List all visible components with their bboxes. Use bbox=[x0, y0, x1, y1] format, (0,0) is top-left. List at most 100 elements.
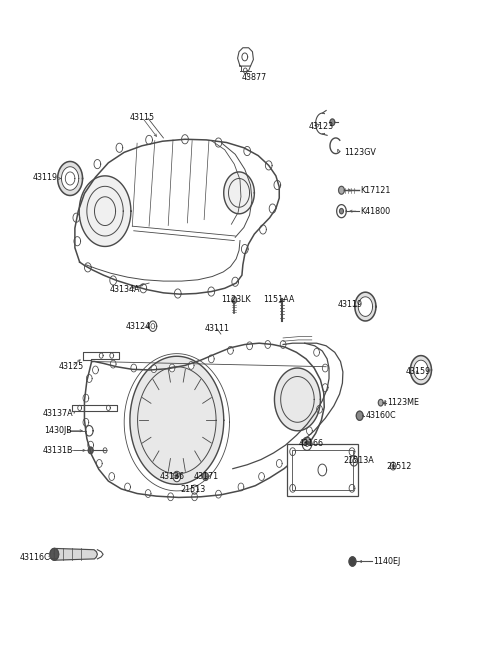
Polygon shape bbox=[125, 483, 131, 491]
Polygon shape bbox=[307, 427, 312, 435]
Text: 1123ME: 1123ME bbox=[387, 398, 420, 407]
Polygon shape bbox=[88, 441, 94, 449]
Polygon shape bbox=[188, 362, 194, 369]
Polygon shape bbox=[109, 473, 115, 481]
Text: 1123LK: 1123LK bbox=[221, 295, 251, 304]
Text: 43136: 43136 bbox=[159, 472, 184, 481]
Polygon shape bbox=[410, 356, 432, 384]
Polygon shape bbox=[305, 441, 309, 447]
Polygon shape bbox=[349, 557, 356, 566]
Polygon shape bbox=[275, 368, 321, 431]
Text: 43159: 43159 bbox=[406, 367, 431, 377]
Polygon shape bbox=[208, 355, 214, 363]
Polygon shape bbox=[314, 348, 320, 356]
Polygon shape bbox=[358, 297, 372, 316]
Text: 21513A: 21513A bbox=[343, 457, 374, 465]
Polygon shape bbox=[241, 244, 248, 253]
Text: 1140EJ: 1140EJ bbox=[373, 557, 400, 566]
Polygon shape bbox=[110, 353, 114, 358]
Text: 43131B: 43131B bbox=[43, 446, 73, 455]
Text: 43134A: 43134A bbox=[110, 285, 140, 294]
Polygon shape bbox=[290, 448, 296, 456]
Polygon shape bbox=[130, 356, 224, 484]
Text: 43166: 43166 bbox=[299, 440, 324, 448]
Polygon shape bbox=[181, 135, 188, 144]
Polygon shape bbox=[339, 208, 343, 214]
Polygon shape bbox=[83, 394, 89, 402]
Text: 1123GV: 1123GV bbox=[344, 148, 376, 157]
Polygon shape bbox=[390, 462, 396, 470]
Polygon shape bbox=[238, 483, 244, 491]
Polygon shape bbox=[86, 375, 92, 383]
Polygon shape bbox=[58, 162, 83, 195]
Polygon shape bbox=[224, 172, 254, 214]
Polygon shape bbox=[302, 438, 312, 451]
Polygon shape bbox=[232, 277, 239, 286]
Polygon shape bbox=[169, 364, 175, 372]
Polygon shape bbox=[330, 119, 335, 126]
Polygon shape bbox=[317, 405, 323, 413]
Text: 1430JB: 1430JB bbox=[44, 426, 72, 436]
Polygon shape bbox=[215, 138, 222, 147]
Polygon shape bbox=[349, 484, 355, 492]
Text: 43119: 43119 bbox=[32, 173, 57, 181]
Polygon shape bbox=[110, 360, 116, 368]
Polygon shape bbox=[50, 548, 59, 560]
Polygon shape bbox=[78, 405, 82, 411]
Bar bbox=[292, 451, 353, 489]
Polygon shape bbox=[350, 456, 358, 466]
Text: K17121: K17121 bbox=[360, 186, 391, 195]
Polygon shape bbox=[79, 176, 131, 246]
Polygon shape bbox=[247, 342, 252, 350]
Text: 43124: 43124 bbox=[126, 322, 151, 331]
Polygon shape bbox=[93, 366, 98, 374]
Polygon shape bbox=[175, 475, 178, 479]
Polygon shape bbox=[88, 447, 93, 454]
Polygon shape bbox=[73, 213, 80, 222]
Polygon shape bbox=[259, 473, 264, 481]
Polygon shape bbox=[349, 448, 355, 456]
Polygon shape bbox=[103, 448, 107, 453]
Polygon shape bbox=[140, 284, 147, 293]
Polygon shape bbox=[356, 411, 363, 421]
Polygon shape bbox=[145, 489, 151, 497]
Text: 21512: 21512 bbox=[386, 462, 411, 470]
Polygon shape bbox=[146, 136, 153, 145]
Polygon shape bbox=[61, 167, 79, 190]
Polygon shape bbox=[99, 353, 103, 358]
Polygon shape bbox=[149, 321, 157, 331]
Text: 43137A: 43137A bbox=[43, 409, 73, 419]
Polygon shape bbox=[208, 287, 215, 296]
Polygon shape bbox=[151, 365, 157, 373]
Polygon shape bbox=[232, 297, 237, 303]
Polygon shape bbox=[274, 180, 281, 189]
Polygon shape bbox=[318, 464, 326, 476]
Text: 1151AA: 1151AA bbox=[264, 295, 295, 304]
Text: 43123: 43123 bbox=[309, 122, 334, 131]
Text: 43111: 43111 bbox=[204, 324, 229, 333]
Text: K41800: K41800 bbox=[360, 207, 391, 215]
Polygon shape bbox=[290, 484, 296, 492]
Polygon shape bbox=[336, 204, 346, 217]
Polygon shape bbox=[323, 364, 328, 372]
Polygon shape bbox=[260, 225, 266, 234]
Text: 43125: 43125 bbox=[59, 362, 84, 371]
Polygon shape bbox=[116, 143, 123, 153]
Polygon shape bbox=[378, 400, 383, 406]
Polygon shape bbox=[323, 384, 328, 392]
Polygon shape bbox=[203, 473, 208, 481]
Polygon shape bbox=[83, 419, 89, 426]
Polygon shape bbox=[355, 292, 376, 321]
Polygon shape bbox=[216, 490, 221, 498]
Text: 43171: 43171 bbox=[194, 472, 219, 481]
Polygon shape bbox=[276, 460, 282, 468]
Polygon shape bbox=[265, 161, 272, 170]
Polygon shape bbox=[191, 485, 198, 494]
Polygon shape bbox=[352, 459, 355, 463]
Polygon shape bbox=[243, 68, 247, 73]
Polygon shape bbox=[269, 204, 276, 213]
Polygon shape bbox=[96, 460, 102, 468]
Polygon shape bbox=[228, 346, 233, 354]
Polygon shape bbox=[174, 289, 181, 298]
Polygon shape bbox=[392, 465, 394, 468]
